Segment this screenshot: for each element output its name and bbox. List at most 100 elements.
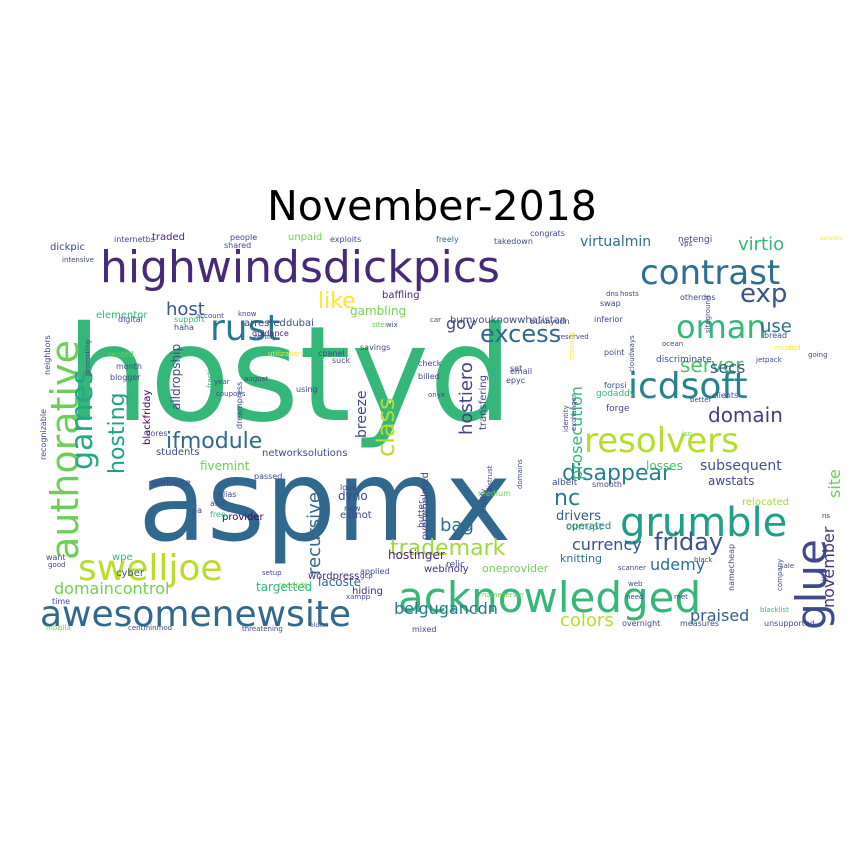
word-wpe: wpe [112, 552, 133, 563]
word-cores: cores [146, 429, 168, 438]
word-know: know [238, 310, 257, 318]
word-bumyouknowwhatistan: bumyouknowwhatistan [450, 315, 566, 326]
word-time: time [52, 597, 70, 606]
word-xampp: xampp [346, 593, 371, 601]
word-website: website [152, 478, 191, 489]
word-wordpress: wordpress [308, 571, 359, 582]
word-need: need [626, 593, 644, 601]
word-nc: nc [554, 486, 580, 511]
word-transfering: transfering [478, 375, 489, 430]
word-lacoste: lacoste [318, 575, 361, 589]
chart-title: November-2018 [267, 182, 597, 230]
word-bunnycdn: bunnycdn [530, 317, 570, 326]
word-prosecution: prosecution [567, 386, 586, 480]
word-traded: traded [152, 232, 185, 243]
word-car: car [430, 316, 441, 324]
word-distrust: distrust [486, 465, 494, 492]
word-virtualmin: virtualmin [580, 234, 651, 250]
word-godaddy: godaddy [596, 389, 636, 399]
word-using: using [296, 385, 318, 394]
word-whiny: whiny [256, 333, 277, 341]
word-friday: friday [654, 528, 723, 556]
word-cloudways: cloudways [628, 335, 636, 372]
word-digital: digital [118, 315, 143, 324]
word-medium: medium [478, 489, 511, 498]
word-knitting: knitting [560, 552, 602, 565]
word-use: use [760, 316, 792, 337]
word-relic: relic [446, 560, 465, 570]
word-icdsoft: icdsoft [628, 366, 748, 407]
word-august: august [244, 375, 268, 383]
word-centminmod: centminmod [128, 624, 172, 632]
word-blogger: blogger [110, 373, 141, 382]
word-epyc: epyc [506, 376, 525, 385]
word-scanner: scanner [618, 564, 646, 572]
word-recognizable: recognizable [39, 409, 48, 460]
word-elementor: elementor [96, 310, 148, 321]
word-coupons: coupons [216, 390, 246, 398]
word-set: set [510, 364, 522, 373]
word-namecheap: namecheap [727, 544, 736, 591]
word-free: free [210, 510, 226, 519]
word-neighbors: neighbors [43, 335, 52, 375]
word-dickpic: dickpic [50, 242, 85, 253]
word-threatening: threatening [242, 625, 283, 633]
word-resolvers: resolvers [584, 421, 739, 461]
word-yr: yr [819, 572, 828, 581]
word-better: better [690, 396, 712, 404]
word-rust: rust [210, 308, 281, 349]
word-networksolutions: networksolutions [262, 448, 347, 459]
word-excess: excess [480, 320, 561, 348]
word-web: web [628, 580, 643, 588]
word-operated: operated [566, 521, 611, 532]
word-currupt: currupt [566, 522, 603, 533]
word-hostyd: hostyd [66, 298, 513, 452]
word-dreampress: dreampress [235, 382, 244, 429]
word-dubai: dubai [286, 318, 314, 329]
word-want: want [46, 553, 66, 562]
word-wix: wix [386, 321, 398, 329]
word-and: and [210, 499, 225, 508]
word-netengi: netengi [678, 235, 712, 245]
word-awstats: awstats [708, 474, 754, 488]
word-mozilla: mozilla [46, 624, 71, 632]
word-account: account [196, 312, 224, 320]
word-breeze: breeze [354, 390, 370, 438]
word-forpsi: forpsi [604, 381, 626, 390]
word-utilization: utilization [268, 350, 302, 358]
word-alias: alias [218, 490, 236, 499]
word-savings: savings [360, 343, 390, 352]
word-billed: billed [418, 372, 440, 381]
word-hiding: hiding [352, 586, 383, 597]
word-site: site [825, 469, 844, 498]
word-exchanger: exchanger [570, 394, 578, 431]
word-exploits: exploits [330, 235, 361, 244]
word-like: like [318, 289, 356, 314]
word-domain: domain [708, 403, 783, 427]
word-intensive: intensive [62, 256, 94, 264]
word-estnot: estnot [340, 510, 372, 521]
word-server: server [680, 353, 744, 377]
word-onyx: onyx [428, 391, 445, 399]
word-dyno: dyno [338, 489, 368, 503]
word-siteground: siteground [704, 296, 712, 333]
word-clients: clients [712, 391, 738, 400]
word-hostiero: hostiero [456, 362, 477, 435]
word-alldropship: alldropship [169, 344, 183, 410]
word-overnight: overnight [622, 619, 660, 628]
word-monday: monday [568, 332, 576, 360]
word-sites: sites [372, 321, 389, 329]
word-fraction: fraction [206, 361, 214, 388]
word-ns: ns [822, 512, 830, 520]
word-grumble: grumble [620, 500, 787, 546]
word-internetbs: internetbs [114, 235, 155, 244]
word-arrested: arrested [244, 318, 286, 329]
word-nameserver: nameserver [482, 591, 524, 599]
word-gov: gov [446, 314, 475, 333]
word-support: support [174, 315, 205, 324]
word-inferior: inferior [594, 315, 623, 324]
word-justify: justify [479, 489, 488, 514]
word-domaincontrol: domaincontrol [54, 579, 169, 598]
word-currency: currency [572, 535, 642, 554]
word-trademark: trademark [390, 536, 506, 561]
